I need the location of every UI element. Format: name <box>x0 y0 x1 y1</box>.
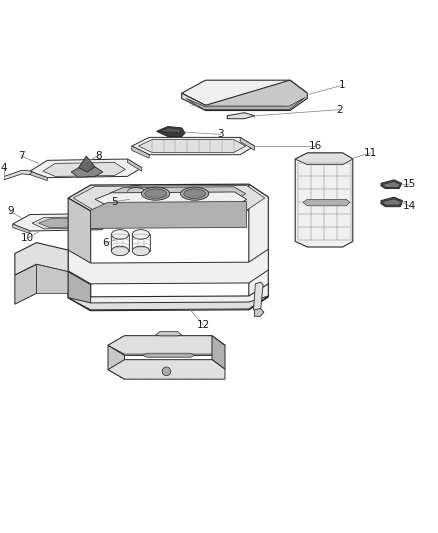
Polygon shape <box>295 153 353 247</box>
Text: 11: 11 <box>364 148 377 158</box>
Polygon shape <box>108 345 124 379</box>
Polygon shape <box>182 93 205 110</box>
Polygon shape <box>73 185 265 211</box>
Polygon shape <box>68 296 268 310</box>
Polygon shape <box>43 163 125 176</box>
Ellipse shape <box>180 187 209 200</box>
Ellipse shape <box>111 246 129 256</box>
Text: 15: 15 <box>403 179 416 189</box>
Polygon shape <box>15 264 36 304</box>
Polygon shape <box>68 284 268 311</box>
Polygon shape <box>102 214 111 224</box>
Polygon shape <box>158 128 181 132</box>
Polygon shape <box>4 171 32 180</box>
Polygon shape <box>13 224 30 233</box>
Polygon shape <box>254 282 263 312</box>
Text: 7: 7 <box>18 151 25 161</box>
Polygon shape <box>249 184 268 310</box>
Polygon shape <box>68 272 91 311</box>
Ellipse shape <box>127 188 145 196</box>
Text: 8: 8 <box>95 151 102 160</box>
Polygon shape <box>39 218 99 228</box>
Polygon shape <box>295 153 353 165</box>
Polygon shape <box>303 199 350 206</box>
Polygon shape <box>68 198 91 311</box>
Text: 1: 1 <box>339 80 345 91</box>
Polygon shape <box>383 199 401 205</box>
Polygon shape <box>132 146 149 158</box>
Text: 2: 2 <box>336 104 343 115</box>
Polygon shape <box>108 336 225 356</box>
Ellipse shape <box>124 185 149 198</box>
Polygon shape <box>108 336 225 354</box>
Ellipse shape <box>111 230 129 239</box>
Ellipse shape <box>184 189 205 198</box>
Polygon shape <box>127 159 142 171</box>
Polygon shape <box>138 140 246 152</box>
Polygon shape <box>36 264 68 293</box>
Polygon shape <box>95 192 247 207</box>
Polygon shape <box>212 336 225 369</box>
Ellipse shape <box>132 230 150 239</box>
Polygon shape <box>156 126 185 136</box>
Text: 9: 9 <box>7 206 14 216</box>
Circle shape <box>162 367 171 376</box>
Polygon shape <box>240 138 254 150</box>
Polygon shape <box>71 167 103 177</box>
Polygon shape <box>68 249 268 284</box>
Polygon shape <box>78 156 95 172</box>
Text: 16: 16 <box>308 141 322 151</box>
Text: 12: 12 <box>197 320 210 330</box>
Text: 5: 5 <box>111 197 118 206</box>
Polygon shape <box>68 184 268 211</box>
Text: 10: 10 <box>21 233 35 243</box>
Polygon shape <box>186 98 305 110</box>
Polygon shape <box>108 336 225 356</box>
Polygon shape <box>254 309 264 316</box>
Polygon shape <box>30 171 47 181</box>
Polygon shape <box>132 138 254 155</box>
Ellipse shape <box>132 246 150 256</box>
Polygon shape <box>227 112 254 119</box>
Polygon shape <box>383 182 400 187</box>
Text: 14: 14 <box>403 201 416 211</box>
Polygon shape <box>13 214 111 231</box>
Polygon shape <box>182 80 307 106</box>
Polygon shape <box>155 332 182 336</box>
Polygon shape <box>32 217 105 229</box>
Polygon shape <box>381 180 402 189</box>
Ellipse shape <box>145 189 166 198</box>
Polygon shape <box>205 80 307 110</box>
Text: 6: 6 <box>102 238 109 248</box>
Text: 4: 4 <box>1 163 7 173</box>
Polygon shape <box>91 201 247 228</box>
Polygon shape <box>110 187 246 203</box>
Ellipse shape <box>141 187 170 200</box>
Ellipse shape <box>127 203 145 211</box>
Polygon shape <box>143 353 194 358</box>
Ellipse shape <box>124 201 149 213</box>
Polygon shape <box>15 243 68 275</box>
Polygon shape <box>381 197 403 207</box>
Polygon shape <box>30 159 142 177</box>
Text: 3: 3 <box>217 130 224 139</box>
Polygon shape <box>108 360 225 379</box>
